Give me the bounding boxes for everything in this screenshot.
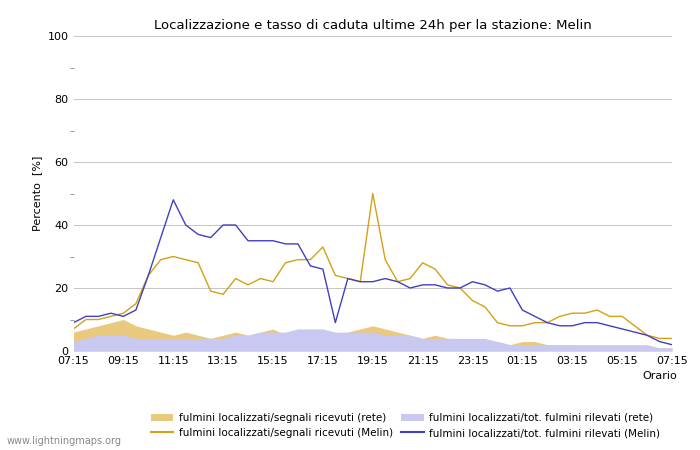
Legend: fulmini localizzati/segnali ricevuti (rete), fulmini localizzati/segnali ricevut: fulmini localizzati/segnali ricevuti (re…: [150, 413, 660, 438]
Text: Orario: Orario: [643, 371, 678, 381]
Title: Localizzazione e tasso di caduta ultime 24h per la stazione: Melin: Localizzazione e tasso di caduta ultime …: [154, 19, 592, 32]
Text: www.lightningmaps.org: www.lightningmaps.org: [7, 436, 122, 446]
Y-axis label: Percento  [%]: Percento [%]: [32, 156, 42, 231]
